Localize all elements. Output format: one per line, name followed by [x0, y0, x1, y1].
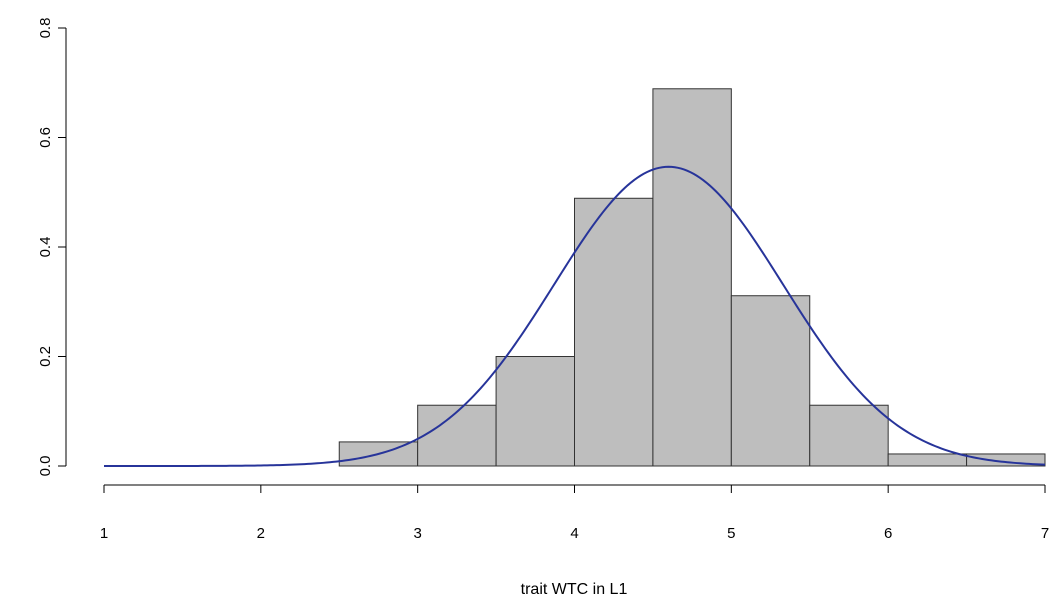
x-tick-label: 7 — [1041, 525, 1049, 542]
y-tick-label: 0.2 — [37, 346, 54, 367]
y-tick-label: 0.4 — [37, 237, 54, 258]
x-tick-label: 6 — [884, 525, 892, 542]
y-axis: 0.0 0.2 0.4 0.6 0.8 — [37, 18, 67, 477]
histogram-bars — [338, 88, 1046, 467]
x-tick-label: 1 — [100, 525, 108, 542]
y-tick-label: 0.8 — [37, 18, 54, 39]
histogram-bar-2 — [417, 404, 497, 467]
histogram-bar-4 — [574, 197, 654, 467]
x-tick-label: 5 — [727, 525, 735, 542]
x-tick-label: 2 — [257, 525, 265, 542]
density-curve — [104, 165, 1046, 467]
x-tick-label: 3 — [413, 525, 421, 542]
histogram-bar-6 — [730, 295, 811, 467]
x-axis: 1 2 3 4 5 6 7 — [100, 484, 1049, 542]
x-axis-label: trait WTC in L1 — [521, 581, 628, 598]
histogram-bar-3 — [495, 356, 576, 467]
x-tick-label: 4 — [570, 525, 578, 542]
y-tick-label: 0.6 — [37, 127, 54, 148]
histogram-bar-5 — [652, 88, 732, 467]
y-tick-label: 0.0 — [37, 456, 54, 477]
histogram-bar-7 — [809, 404, 889, 467]
histogram-bar-8 — [887, 453, 968, 467]
